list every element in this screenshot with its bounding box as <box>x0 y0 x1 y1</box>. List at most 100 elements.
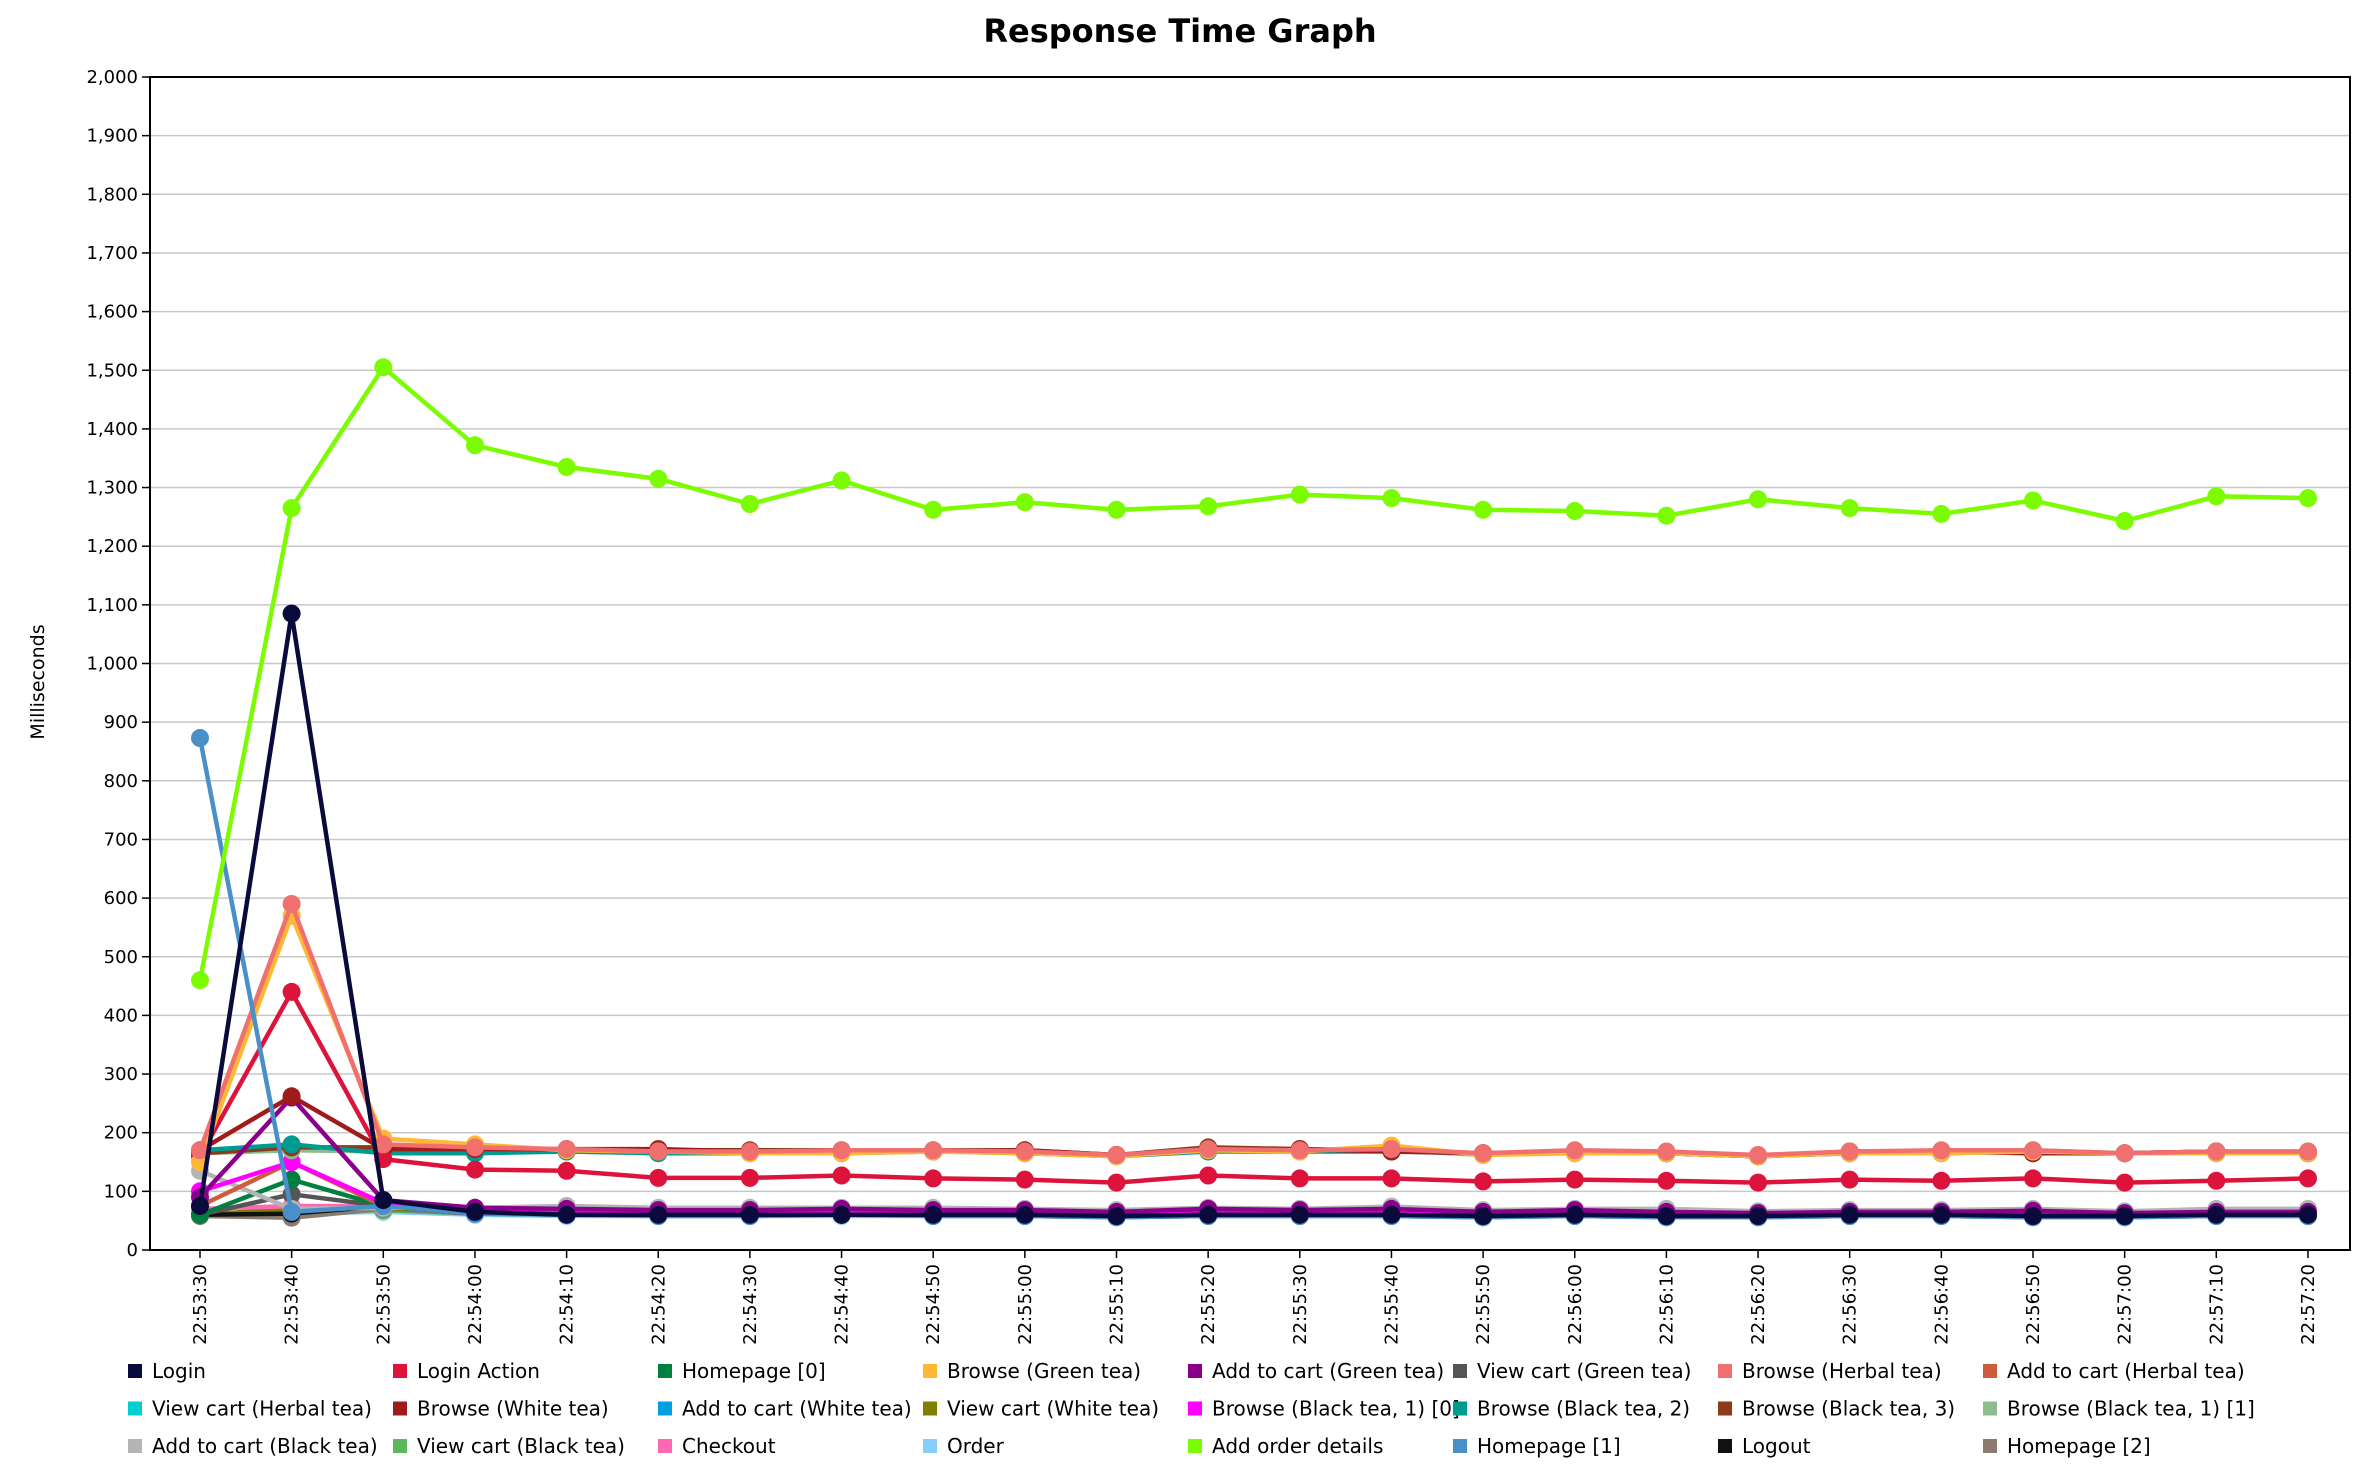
plot-frame <box>149 76 2351 1251</box>
series-0 <box>191 604 2317 1225</box>
x-tick-label: 22:55:20 <box>1198 1264 1219 1345</box>
legend-swatch <box>1453 1364 1467 1378</box>
legend-label: Browse (Green tea) <box>947 1359 1141 1383</box>
y-tick-label: 500 <box>104 947 138 968</box>
legend-label: Add to cart (Green tea) <box>1212 1359 1444 1383</box>
legend-item: Homepage [2] <box>1983 1434 2151 1458</box>
data-point <box>1015 1205 1034 1224</box>
data-point <box>282 1087 301 1106</box>
y-tick-label: 1,600 <box>86 302 138 323</box>
series-6 <box>191 895 2317 1164</box>
gridlines <box>150 134 2350 1193</box>
legend-swatch <box>393 1364 407 1378</box>
data-point <box>282 1202 301 1221</box>
x-tick-label: 22:55:40 <box>1381 1264 1402 1345</box>
legend-swatch <box>393 1439 407 1453</box>
legend-item: View cart (Green tea) <box>1453 1359 1691 1383</box>
data-point <box>1840 1170 1859 1189</box>
data-point <box>1932 1171 1951 1190</box>
data-point <box>1199 1205 1218 1224</box>
y-tick-label: 1,700 <box>86 243 138 264</box>
data-point <box>740 1142 759 1161</box>
data-point <box>2207 1205 2226 1224</box>
data-point <box>1565 502 1584 520</box>
data-point <box>740 495 759 513</box>
x-tick-label: 22:57:20 <box>2298 1264 2319 1345</box>
x-tick-label: 22:55:50 <box>1473 1264 1494 1345</box>
legend-label: Homepage [1] <box>1477 1434 1621 1458</box>
y-tick-label: 100 <box>104 1181 138 1202</box>
legend: Login Login Action Homepage [0] Browse (Gre… <box>128 1359 2255 1458</box>
legend-label: View cart (Black tea) <box>417 1434 625 1458</box>
data-point <box>466 1160 484 1179</box>
data-point <box>2024 1141 2042 1160</box>
legend-label: Order <box>947 1434 1005 1458</box>
data-point <box>374 1135 393 1154</box>
data-point <box>1749 490 1768 509</box>
data-point <box>1932 1141 1951 1160</box>
series-line <box>197 365 2309 981</box>
data-point <box>2207 1142 2226 1161</box>
data-point <box>1107 500 1126 519</box>
data-point <box>466 1202 484 1221</box>
y-tick-label: 0 <box>127 1240 138 1261</box>
data-point <box>282 604 301 623</box>
data-point <box>1474 1172 1493 1191</box>
legend-swatch <box>1718 1401 1732 1416</box>
legend-label: View cart (Herbal tea) <box>152 1397 372 1421</box>
data-point <box>191 1141 209 1160</box>
data-point <box>2115 1207 2134 1225</box>
legend-item: Login Action <box>393 1359 540 1383</box>
legend-item: View cart (Herbal tea) <box>128 1397 372 1421</box>
data-point <box>832 1205 851 1224</box>
data-point <box>649 1205 668 1224</box>
data-point <box>1565 1205 1584 1224</box>
data-point <box>1840 1142 1859 1161</box>
data-point <box>832 1166 851 1185</box>
legend-item: Homepage [1] <box>1453 1434 1621 1458</box>
x-tick-label: 22:56:20 <box>1748 1264 1769 1345</box>
legend-swatch <box>658 1401 672 1416</box>
x-tick-label: 22:54:30 <box>740 1264 761 1345</box>
x-tick-label: 22:54:20 <box>648 1264 669 1345</box>
data-point <box>2299 1205 2317 1224</box>
data-point <box>1840 1205 1859 1224</box>
y-tick-label: 1,400 <box>86 419 138 440</box>
data-point <box>924 500 943 519</box>
series-1 <box>191 982 2317 1192</box>
data-point <box>466 436 484 455</box>
legend-swatch <box>923 1401 937 1416</box>
data-point <box>924 1141 943 1160</box>
legend-item: Browse (Black tea, 1) [1] <box>1983 1397 2255 1421</box>
data-point <box>1657 1171 1676 1190</box>
legend-swatch <box>923 1364 937 1378</box>
x-tick-label: 22:57:00 <box>2115 1264 2136 1345</box>
x-tick-label: 22:53:50 <box>373 1264 394 1345</box>
legend-label: View cart (White tea) <box>947 1397 1159 1421</box>
y-tick-label: 1,500 <box>86 360 138 381</box>
legend-item: Order <box>923 1434 1005 1458</box>
x-tick-label: 22:55:10 <box>1107 1264 1128 1345</box>
data-point <box>2299 1169 2317 1188</box>
x-axis-ticks: 22:53:30 22:53:40 22:53:50 22:54:00 22:54:10… <box>190 1250 2319 1345</box>
y-tick-label: 900 <box>104 712 138 733</box>
y-tick-label: 1,000 <box>86 654 138 675</box>
legend-item: View cart (Black tea) <box>393 1434 625 1458</box>
x-tick-label: 22:55:30 <box>1290 1264 1311 1345</box>
data-point <box>1199 1140 1218 1159</box>
legend-swatch <box>1718 1364 1732 1378</box>
y-tick-label: 600 <box>104 888 138 909</box>
data-point <box>1474 500 1493 519</box>
legend-item: Add to cart (White tea) <box>658 1397 912 1421</box>
legend-label: Browse (Black tea, 3) <box>1742 1397 1955 1421</box>
data-point <box>2207 1171 2226 1190</box>
legend-label: Login Action <box>417 1359 540 1383</box>
data-point <box>1932 504 1951 523</box>
data-point <box>2115 1144 2134 1163</box>
legend-item: Browse (Green tea) <box>923 1359 1141 1383</box>
data-point <box>1474 1144 1493 1163</box>
data-point <box>740 1168 759 1187</box>
legend-swatch <box>1453 1401 1467 1416</box>
y-axis-ticks: 0 100 200 300 400 500 600 700 800 900 1,000 1,100 1,… <box>86 67 150 1261</box>
